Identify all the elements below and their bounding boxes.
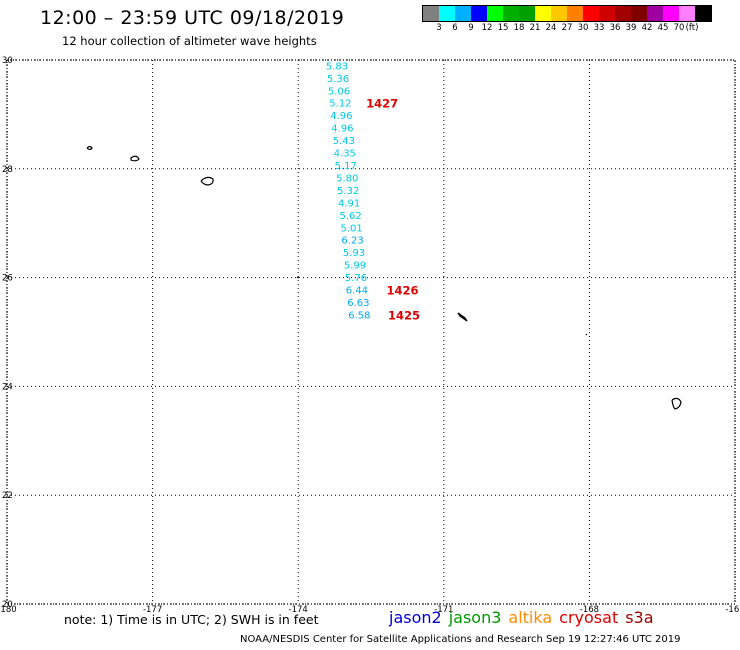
- legend-unit: (ft): [685, 23, 699, 33]
- map-grid: [6, 59, 736, 605]
- swh-value: 5.32: [337, 186, 359, 197]
- legend-label: 15: [497, 23, 509, 33]
- island-french-frigate: [671, 397, 682, 410]
- legend-label: 12: [481, 23, 493, 33]
- swh-value: 5.76: [345, 273, 367, 284]
- swh-value: 5.80: [336, 174, 358, 185]
- legend-label: 42: [641, 23, 653, 33]
- swh-value: 6.63: [347, 298, 369, 309]
- swh-value: 5.36: [327, 74, 349, 85]
- longitude-ticks: -180 -177 -174 -171 -168 -165: [0, 605, 740, 615]
- swh-value: 5.83: [326, 61, 348, 72]
- legend-label: 18: [513, 23, 525, 33]
- legend-color-3: [471, 6, 487, 21]
- map-subtitle: 12 hour collection of altimeter wave hei…: [62, 34, 317, 48]
- lat-tick-label: 20: [2, 600, 13, 610]
- lon-tick-label: -165: [725, 605, 740, 615]
- swh-value: 5.17: [335, 161, 357, 172]
- swh-value: 4.96: [330, 111, 352, 122]
- swh-value: 5.62: [339, 211, 361, 222]
- legend-label: 30: [577, 23, 589, 33]
- lat-tick-label: 22: [2, 491, 13, 501]
- swh-value: 6.58: [348, 311, 370, 322]
- satellite-altika: altika: [508, 608, 553, 627]
- altimeter-track: 5.83 5.365.065.12 4.964.96 5.434.35 5.17 5.80…: [326, 61, 371, 321]
- legend-color-17: [695, 6, 711, 21]
- legend-label: 27: [561, 23, 573, 33]
- pass-number: 1425: [388, 309, 420, 323]
- legend-label: 24: [545, 23, 557, 33]
- island-lisianski: [296, 276, 300, 279]
- satellite-jason3: jason3: [448, 608, 502, 627]
- satellite-cryosat: cryosat: [559, 608, 619, 627]
- legend-color-2: [455, 6, 471, 21]
- legend-label: 9: [468, 23, 474, 33]
- lat-tick-label: 26: [2, 274, 13, 284]
- legend-color-12: [615, 6, 631, 21]
- coastlines: [86, 145, 682, 410]
- legend-label: 33: [593, 23, 605, 33]
- latitude-ticks: 30 28 26 24 22 20: [2, 56, 13, 610]
- swh-value: 5.01: [340, 224, 362, 235]
- legend-color-7: [535, 6, 551, 21]
- satellite-s3a: s3a: [625, 608, 654, 627]
- legend-color-13: [631, 6, 647, 21]
- island-midway: [130, 155, 140, 162]
- legend-color-9: [567, 6, 583, 21]
- legend-color-4: [487, 6, 503, 21]
- swh-value: 6.23: [341, 236, 363, 247]
- legend-color-5: [503, 6, 519, 21]
- swh-value: 5.12: [329, 98, 351, 109]
- swh-value: 5.06: [328, 86, 350, 97]
- pass-number: 1427: [366, 96, 398, 110]
- map-title: 12:00 – 23:59 UTC 09/18/2019: [40, 7, 345, 29]
- satellite-legend: jason2 jason3 altika cryosat s3a: [389, 608, 661, 627]
- footer-credit: NOAA/NESDIS Center for Satellite Applica…: [240, 634, 681, 645]
- legend-color-10: [583, 6, 599, 21]
- legend-label: 6: [452, 23, 458, 33]
- swh-value: 5.43: [333, 136, 355, 147]
- legend-color-15: [663, 6, 679, 21]
- island-gardner: [585, 333, 588, 336]
- lon-tick-label: -177: [143, 605, 162, 615]
- legend-color-16: [679, 6, 695, 21]
- satellite-jason2: jason2: [389, 608, 442, 627]
- legend-color-0: [423, 6, 439, 21]
- legend-color-11: [599, 6, 615, 21]
- lon-tick-label: -180: [0, 605, 17, 615]
- legend-label: 70: [673, 23, 685, 33]
- lat-tick-label: 28: [2, 165, 13, 175]
- swh-value: 5.93: [343, 248, 365, 259]
- island-pearl-hermes: [200, 176, 214, 186]
- legend-color-scale: [422, 5, 712, 22]
- legend-label: 45: [657, 23, 669, 33]
- lon-tick-label: -171: [434, 605, 453, 615]
- legend-color-8: [551, 6, 567, 21]
- pass-number: 1426: [387, 284, 419, 298]
- lon-tick-label: -174: [289, 605, 308, 615]
- swh-value: 4.91: [338, 199, 360, 210]
- lon-tick-label: -168: [580, 605, 599, 615]
- island-kure: [86, 145, 93, 151]
- legend-color-1: [439, 6, 455, 21]
- legend-label: 21: [529, 23, 541, 33]
- swh-value: 4.35: [334, 148, 356, 159]
- swh-value: 6.44: [346, 286, 368, 297]
- swh-value: 4.96: [331, 123, 353, 134]
- swh-value: 5.99: [344, 261, 366, 272]
- lat-tick-label: 24: [2, 382, 13, 392]
- footer-note: note: 1) Time is in UTC; 2) SWH is in fe…: [64, 612, 319, 627]
- legend-label: 36: [609, 23, 621, 33]
- legend-label: 3: [436, 23, 442, 33]
- lat-tick-label: 30: [2, 56, 13, 66]
- pass-labels: 1427 1426 1425: [366, 96, 420, 322]
- map-frame: [6, 59, 736, 605]
- legend-label: 39: [625, 23, 637, 33]
- island-laysan: [457, 312, 468, 322]
- legend-color-14: [647, 6, 663, 21]
- color-legend: 3 6 9 12 15 18 21 24 27 30 33 36 39 42 45 70 (ft): [422, 5, 727, 37]
- legend-color-6: [519, 6, 535, 21]
